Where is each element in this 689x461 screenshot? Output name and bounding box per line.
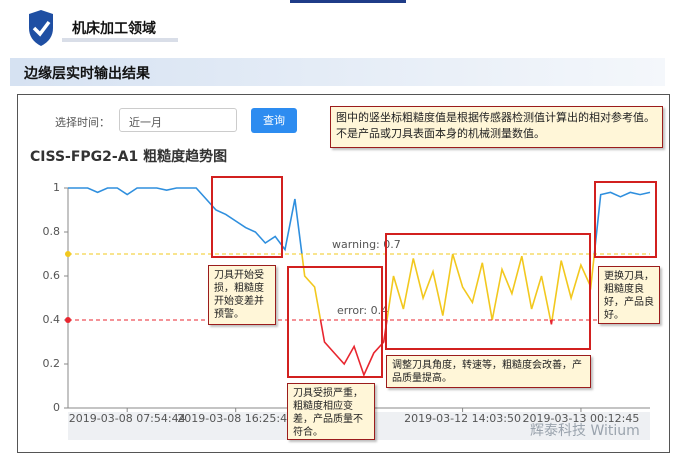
stage-callout: 刀具开始受损，粗糙度开始变差并预警。 [208,265,276,325]
title-underline [62,38,178,42]
section-banner [10,58,665,86]
stage-callout: 调整刀具角度，转速等，粗糙度会改善，产品质量提高。 [386,355,591,388]
series-line [68,187,651,378]
highlight-box [385,233,591,350]
stage-callout: 更换刀具，粗糙度良好，产品良好。 [598,266,660,324]
shield-icon [29,10,53,46]
page-title: 机床加工领域 [72,21,156,37]
y-tick-label: 0.4 [43,313,61,326]
x-tick-label: 2019-03-08 07:54:44 [69,412,186,425]
x-tick-label: 2019-03-08 16:25:44 [177,412,294,425]
section-title: 边缘层实时输出结果 [24,66,150,82]
highlight-box [211,176,283,258]
threshold-marker [65,251,71,257]
top-bar [290,0,406,3]
threshold-label: warning: 0.7 [332,238,401,251]
x-tick-label: 2019-03-12 14:03:50 [404,412,521,425]
x-tick-label: 2019-03-13 00:12:45 [523,412,640,425]
time-select[interactable]: 近一月 [119,108,237,132]
watermark: 辉泰科技 Witium [530,423,640,439]
time-label: 选择时间： [55,116,110,129]
note-callout: 图中的竖坐标粗糙度值是根据传感器检测值计算出的相对参考值。不是产品或刀具表面本身… [330,106,663,148]
highlight-box [594,181,657,258]
check-icon [32,20,51,37]
threshold-label: error: 0.4 [337,304,388,317]
y-tick-label: 0.2 [43,357,61,370]
y-tick-label: 0 [53,401,60,414]
highlight-box [287,266,383,378]
y-tick-label: 1 [53,181,60,194]
threshold-marker [65,317,71,323]
y-tick-label: 0.6 [43,269,61,282]
chart-title: CISS-FPG2-A1 粗糙度趋势图 [30,149,228,165]
query-button[interactable]: 查询 [251,108,297,133]
y-tick-label: 0.8 [43,225,61,238]
stage-callout: 刀具受损严重，粗糙度相应变差，产品质量不符合。 [287,383,375,440]
